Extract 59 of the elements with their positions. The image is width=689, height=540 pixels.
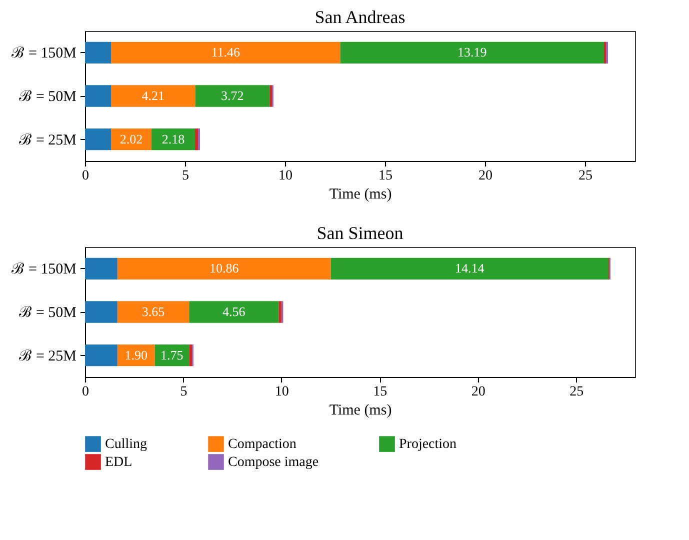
bar <box>111 85 196 107</box>
x-tick-label: 5 <box>182 168 189 184</box>
legend-label: Projection <box>399 437 457 452</box>
bar <box>195 85 270 107</box>
bar <box>85 258 118 280</box>
x-tick-label: 0 <box>82 384 89 400</box>
x-tick-label: 10 <box>274 384 289 400</box>
x-tick-label: 25 <box>578 168 592 184</box>
x-tick-label: 0 <box>82 168 89 184</box>
bar <box>117 301 190 323</box>
data-label: 2.02 <box>120 131 143 146</box>
y-tick-label: ℬ = 150M <box>12 46 76 62</box>
y-tick-label: ℬ = 150M <box>12 262 76 278</box>
bar <box>117 258 331 280</box>
bar <box>154 344 190 366</box>
bar <box>85 301 118 323</box>
data-label: 13.19 <box>457 44 487 60</box>
chart-title: San Andreas <box>314 7 406 27</box>
data-label: 4.56 <box>222 304 246 319</box>
legend-label: Compaction <box>228 437 296 452</box>
data-label: 11.46 <box>211 44 240 60</box>
data-label: 1.90 <box>124 347 148 362</box>
bar <box>278 301 282 323</box>
bar <box>330 258 608 280</box>
x-tick-label: 25 <box>570 384 584 400</box>
legend-label: Compose image <box>228 455 319 470</box>
data-label: 2.18 <box>162 131 185 146</box>
bar <box>340 42 604 64</box>
data-label: 3.72 <box>221 88 244 103</box>
chart-title: San Simeon <box>316 223 404 243</box>
y-tick-label: ℬ = 25M <box>19 348 76 364</box>
x-axis-title: Time (ms) <box>329 186 392 202</box>
data-label: 3.65 <box>142 304 165 319</box>
bar <box>151 128 195 150</box>
y-tick-label: ℬ = 50M <box>19 89 76 105</box>
bar <box>85 344 118 366</box>
bar <box>189 344 192 366</box>
y-tick-label: ℬ = 25M <box>19 132 76 148</box>
x-axis-title: Time (ms) <box>329 402 392 418</box>
bar <box>189 301 279 323</box>
data-label: 1.75 <box>160 347 184 362</box>
data-label: 14.14 <box>454 260 485 276</box>
legend-label: Culling <box>105 437 148 452</box>
bar <box>85 42 111 64</box>
bar <box>111 42 340 64</box>
bar <box>195 128 198 150</box>
data-label: 4.21 <box>142 88 164 103</box>
x-tick-label: 20 <box>471 384 486 400</box>
x-tick-label: 20 <box>478 168 492 184</box>
x-tick-label: 5 <box>180 384 188 400</box>
bar <box>111 128 152 150</box>
data-label: 10.86 <box>209 260 240 276</box>
bar <box>85 85 111 107</box>
legend-label: EDL <box>105 455 132 470</box>
bar <box>85 128 111 150</box>
x-tick-label: 10 <box>278 168 292 184</box>
x-tick-label: 15 <box>373 384 388 400</box>
x-tick-label: 15 <box>378 168 392 184</box>
y-tick-label: ℬ = 50M <box>19 305 76 321</box>
